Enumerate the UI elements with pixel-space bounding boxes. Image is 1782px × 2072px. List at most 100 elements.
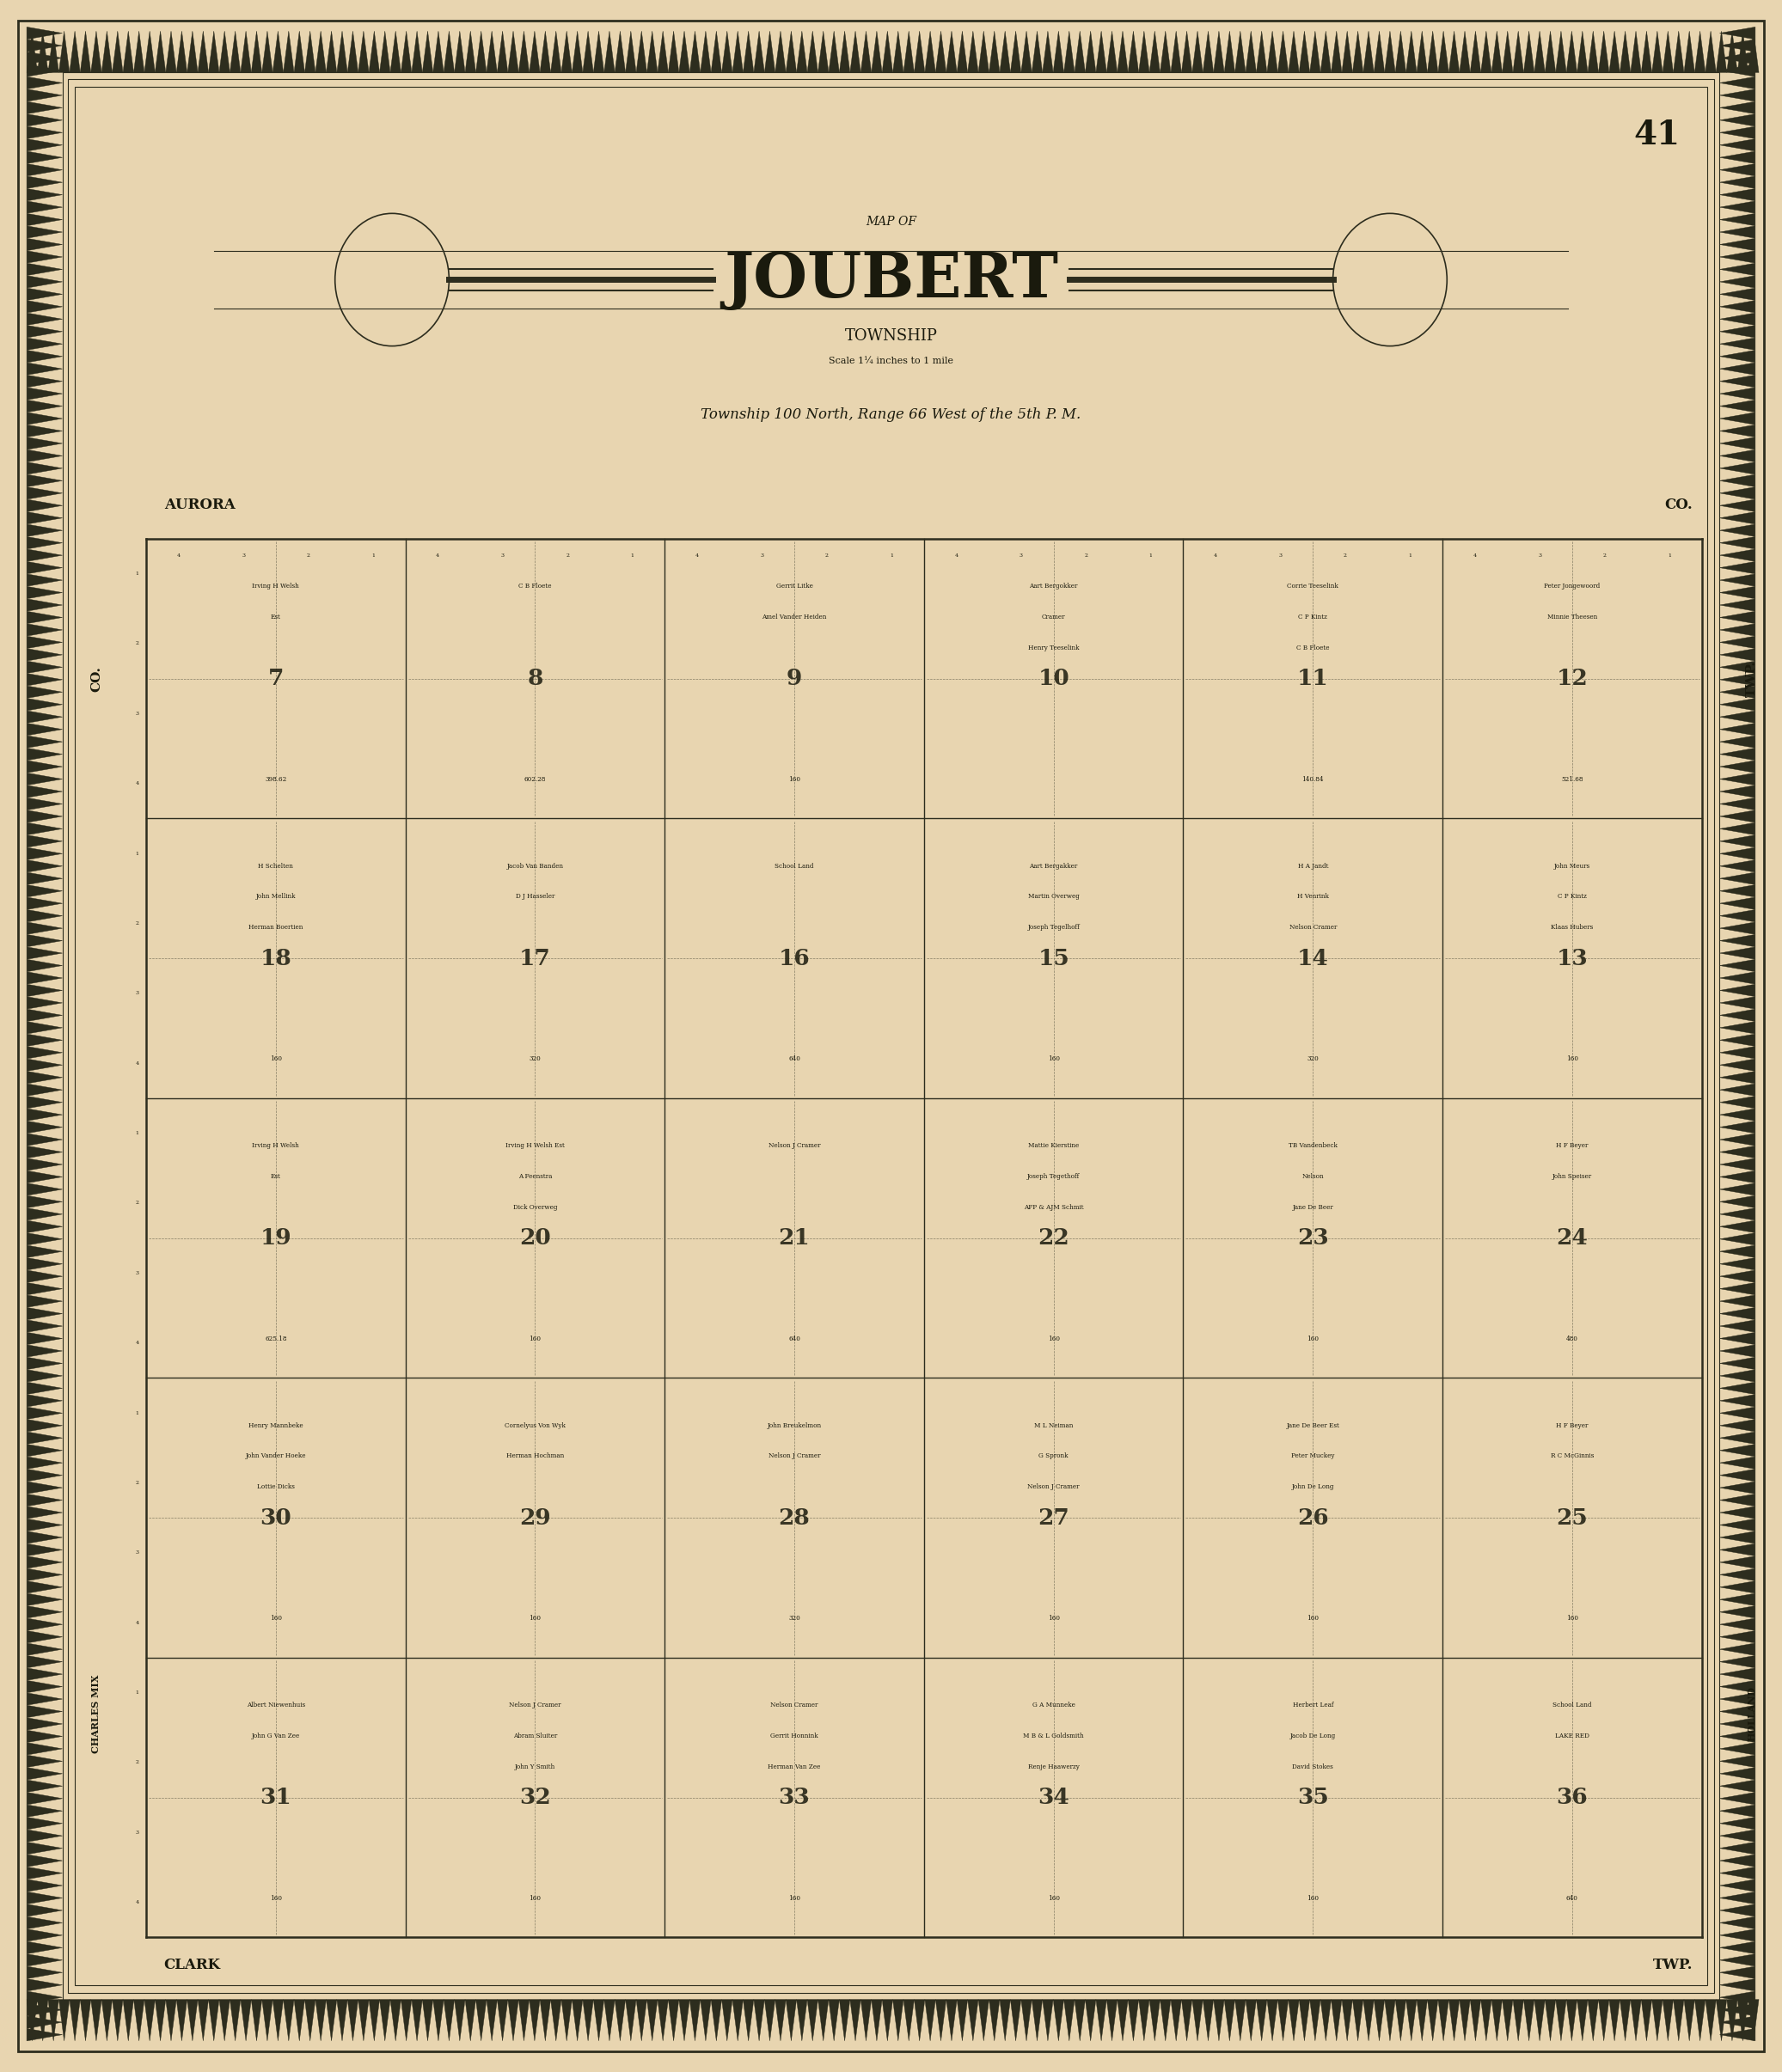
Polygon shape	[1000, 1999, 1010, 2041]
Polygon shape	[893, 1999, 903, 2041]
Polygon shape	[1513, 31, 1524, 73]
Polygon shape	[1042, 1999, 1053, 2041]
Polygon shape	[27, 412, 62, 425]
Text: 24: 24	[1556, 1227, 1588, 1249]
Polygon shape	[829, 31, 839, 73]
Polygon shape	[1720, 686, 1755, 698]
Polygon shape	[27, 2016, 62, 2028]
Polygon shape	[91, 1999, 102, 2041]
Polygon shape	[380, 31, 390, 73]
Text: 4: 4	[955, 553, 959, 557]
Polygon shape	[1720, 1569, 1755, 1581]
Polygon shape	[27, 1220, 62, 1233]
Text: 2: 2	[307, 553, 310, 557]
Polygon shape	[27, 1556, 62, 1569]
Polygon shape	[1053, 31, 1064, 73]
Text: Jacob Van Banden: Jacob Van Banden	[506, 862, 563, 870]
Polygon shape	[1720, 450, 1755, 462]
Polygon shape	[27, 1382, 62, 1394]
Polygon shape	[797, 1999, 807, 2041]
Polygon shape	[27, 562, 62, 574]
Polygon shape	[1695, 1999, 1705, 2041]
Polygon shape	[27, 1867, 62, 1879]
Polygon shape	[48, 31, 59, 73]
Polygon shape	[27, 984, 62, 997]
Polygon shape	[27, 189, 62, 201]
Polygon shape	[1720, 1680, 1755, 1693]
Polygon shape	[102, 31, 112, 73]
Polygon shape	[27, 151, 62, 164]
Polygon shape	[326, 1999, 337, 2041]
Polygon shape	[914, 1999, 925, 2041]
Text: 640: 640	[1566, 1894, 1579, 1902]
Polygon shape	[1267, 31, 1278, 73]
Polygon shape	[27, 972, 62, 984]
Polygon shape	[134, 1999, 144, 2041]
Polygon shape	[1720, 102, 1755, 114]
Text: John Speiser: John Speiser	[1552, 1173, 1591, 1179]
Polygon shape	[1684, 31, 1695, 73]
Polygon shape	[486, 1999, 497, 2041]
Polygon shape	[1545, 1999, 1556, 2041]
Text: HOLLAND: HOLLAND	[1746, 1687, 1757, 1740]
Text: 3: 3	[242, 553, 246, 557]
Text: 10: 10	[1037, 667, 1069, 690]
Polygon shape	[1720, 1469, 1755, 1481]
Text: 11: 11	[1297, 667, 1329, 690]
Polygon shape	[839, 1999, 850, 2041]
Polygon shape	[80, 31, 91, 73]
Polygon shape	[27, 1394, 62, 1407]
Polygon shape	[1256, 31, 1267, 73]
Polygon shape	[1096, 31, 1107, 73]
Polygon shape	[27, 1668, 62, 1680]
Text: 13: 13	[1556, 947, 1588, 970]
Text: M L Neiman: M L Neiman	[1034, 1421, 1073, 1430]
Polygon shape	[658, 1999, 668, 2041]
Polygon shape	[1620, 31, 1631, 73]
Polygon shape	[861, 31, 871, 73]
Text: 4: 4	[695, 553, 699, 557]
Polygon shape	[561, 1999, 572, 2041]
Polygon shape	[1720, 77, 1755, 89]
Text: H A Jandt: H A Jandt	[1297, 862, 1328, 870]
Polygon shape	[1720, 1394, 1755, 1407]
Text: Nelson J Cramer: Nelson J Cramer	[768, 1452, 820, 1459]
Polygon shape	[1720, 562, 1755, 574]
Polygon shape	[1577, 31, 1588, 73]
Text: 30: 30	[260, 1506, 292, 1529]
Polygon shape	[1705, 1999, 1716, 2041]
Polygon shape	[1598, 31, 1609, 73]
Polygon shape	[262, 31, 273, 73]
Polygon shape	[27, 1233, 62, 1245]
Polygon shape	[1720, 736, 1755, 748]
Polygon shape	[27, 947, 62, 959]
Polygon shape	[144, 31, 155, 73]
Polygon shape	[1720, 2028, 1755, 2041]
Polygon shape	[1556, 31, 1566, 73]
Polygon shape	[1720, 1556, 1755, 1569]
Polygon shape	[1695, 31, 1705, 73]
Text: H Venrink: H Venrink	[1297, 893, 1329, 899]
Text: Martin Overweg: Martin Overweg	[1028, 893, 1080, 899]
Text: 3: 3	[135, 1270, 139, 1274]
Text: David Stokes: David Stokes	[1292, 1763, 1333, 1769]
Text: 640: 640	[788, 1055, 800, 1063]
Polygon shape	[1720, 387, 1755, 400]
Polygon shape	[155, 31, 166, 73]
Text: 34: 34	[1037, 1786, 1069, 1809]
Polygon shape	[1427, 31, 1438, 73]
Polygon shape	[27, 1332, 62, 1345]
Polygon shape	[850, 1999, 861, 2041]
Polygon shape	[1720, 437, 1755, 450]
Polygon shape	[1652, 1999, 1663, 2041]
Polygon shape	[1395, 31, 1406, 73]
Polygon shape	[294, 1999, 305, 2041]
Polygon shape	[1556, 1999, 1566, 2041]
Polygon shape	[27, 835, 62, 847]
Polygon shape	[27, 823, 62, 835]
Polygon shape	[1374, 1999, 1385, 2041]
Text: 160: 160	[529, 1614, 542, 1622]
Polygon shape	[818, 1999, 829, 2041]
Polygon shape	[27, 1854, 62, 1867]
Polygon shape	[1720, 176, 1755, 189]
